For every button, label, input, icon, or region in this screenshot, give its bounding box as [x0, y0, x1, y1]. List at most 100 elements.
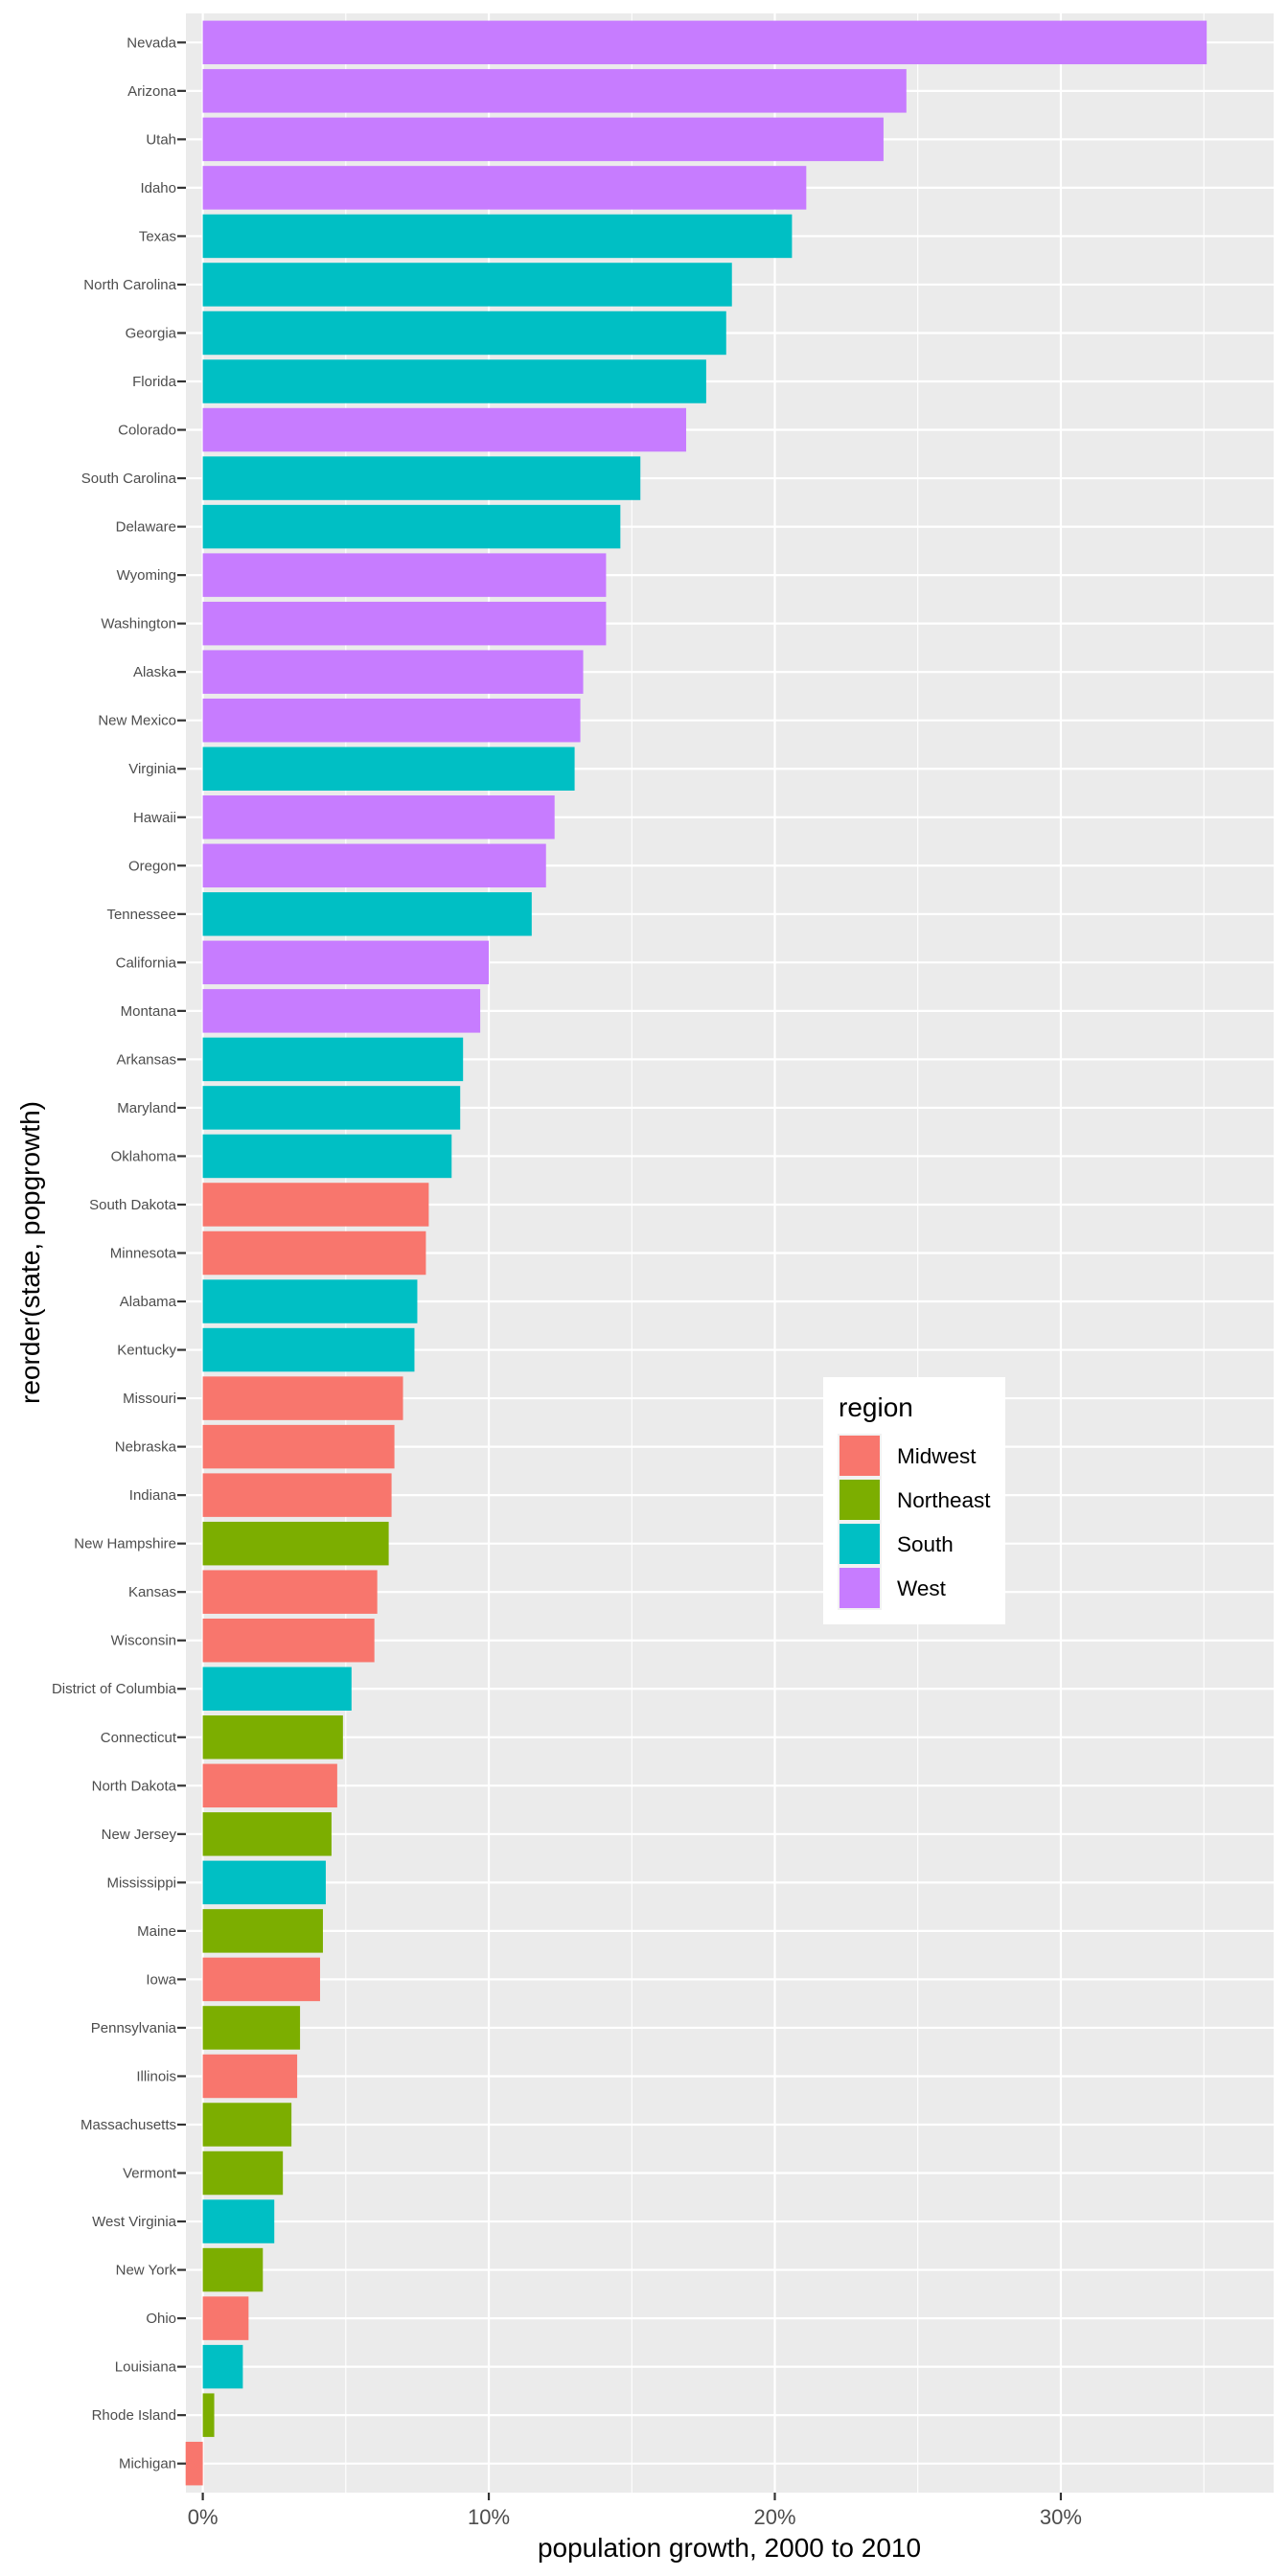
- y-tick-label: Florida: [132, 374, 177, 390]
- y-tick-label: Illinois: [136, 2068, 176, 2084]
- y-tick-label: Nebraska: [115, 1439, 177, 1456]
- x-tick-label: 30%: [1040, 2505, 1082, 2529]
- y-tick-label: South Dakota: [89, 1197, 177, 1213]
- y-tick-label: Ohio: [146, 2311, 176, 2327]
- legend-items: Midwest Northeast South West: [838, 1434, 991, 1610]
- y-tick-label: Nevada: [126, 34, 176, 51]
- y-tick-label: Tennessee: [106, 907, 176, 923]
- bar-california: [202, 940, 490, 985]
- y-tick-label: New Hampshire: [74, 1536, 176, 1552]
- bar-washington: [202, 601, 607, 646]
- bar-indiana: [202, 1473, 392, 1517]
- y-tick-label: New York: [116, 2263, 177, 2279]
- y-tick-label: Utah: [146, 131, 176, 148]
- bar-nevada: [202, 20, 1208, 65]
- y-tick-label: Michigan: [119, 2456, 176, 2472]
- bar-texas: [202, 214, 793, 259]
- bar-new-hampshire: [202, 1521, 389, 1566]
- bar-massachusetts: [202, 2103, 292, 2147]
- bar-rhode-island: [202, 2393, 215, 2437]
- y-tick-label: New Jersey: [102, 1827, 177, 1843]
- bar-pennsylvania: [202, 2006, 301, 2050]
- bar-district-of-columbia: [202, 1667, 352, 1711]
- bar-iowa: [202, 1957, 320, 2002]
- y-tick-label: Alaska: [133, 664, 177, 680]
- y-tick-label: California: [116, 954, 177, 971]
- bar-maine: [202, 1909, 323, 1953]
- bar-mississippi: [202, 1860, 326, 1905]
- y-tick-label: Mississippi: [106, 1874, 176, 1891]
- bar-kansas: [202, 1570, 378, 1614]
- y-tick-label: Maine: [137, 1923, 176, 1940]
- legend-key-midwest: [840, 1436, 880, 1476]
- y-tick-label: District of Columbia: [52, 1681, 177, 1697]
- bar-minnesota: [202, 1230, 426, 1276]
- y-tick-label: Hawaii: [133, 810, 176, 826]
- y-tick-label: West Virginia: [92, 2214, 176, 2230]
- y-tick-label: Connecticut: [101, 1730, 177, 1746]
- bar-wyoming: [202, 553, 607, 597]
- bar-illinois: [202, 2054, 298, 2099]
- bar-nebraska: [202, 1424, 395, 1469]
- bar-north-dakota: [202, 1763, 337, 1808]
- y-tick-label: Wyoming: [117, 567, 176, 584]
- y-tick-label: Indiana: [129, 1487, 177, 1504]
- bar-maryland: [202, 1086, 461, 1130]
- y-tick-label: Minnesota: [110, 1246, 177, 1262]
- bar-hawaii: [202, 795, 555, 840]
- y-tick-label: Alabama: [120, 1294, 177, 1310]
- bar-missouri: [202, 1376, 403, 1420]
- bar-louisiana: [202, 2344, 243, 2389]
- legend-label-south: South: [897, 1532, 954, 1556]
- y-tick-label: Idaho: [140, 180, 176, 196]
- bar-montana: [202, 989, 481, 1033]
- legend: region Midwest Northeast South West: [823, 1377, 1005, 1624]
- y-axis-title: reorder(state, popgrowth): [15, 1101, 45, 1404]
- y-tick-label: Pennsylvania: [91, 2020, 177, 2036]
- y-tick-label: Washington: [101, 616, 176, 632]
- legend-key-west: [840, 1568, 880, 1608]
- bar-north-carolina: [202, 263, 732, 307]
- y-tick-label: Maryland: [117, 1100, 176, 1116]
- y-axis: Nevada Arizona Utah Idaho Texas North Carolin…: [52, 34, 186, 2472]
- x-tick-label: 20%: [753, 2505, 795, 2529]
- y-tick-label: Kentucky: [117, 1343, 176, 1359]
- bars: [185, 20, 1208, 2486]
- y-tick-label: Delaware: [116, 519, 176, 536]
- y-tick-label: Rhode Island: [92, 2407, 176, 2424]
- y-tick-label: Arkansas: [116, 1051, 176, 1068]
- bar-new-jersey: [202, 1812, 332, 1856]
- y-tick-label: Montana: [121, 1003, 177, 1020]
- y-tick-label: Vermont: [123, 2166, 177, 2182]
- bar-delaware: [202, 504, 621, 549]
- y-tick-label: Louisiana: [115, 2359, 177, 2376]
- bar-wisconsin: [202, 1618, 375, 1663]
- bar-west-virginia: [202, 2199, 275, 2243]
- bar-georgia: [202, 310, 726, 356]
- y-tick-label: South Carolina: [81, 471, 177, 487]
- y-tick-label: Texas: [139, 228, 176, 244]
- bar-south-dakota: [202, 1183, 429, 1227]
- bar-new-york: [202, 2247, 264, 2292]
- legend-label-northeast: Northeast: [897, 1488, 991, 1512]
- bar-idaho: [202, 166, 807, 210]
- bar-arizona: [202, 69, 907, 113]
- legend-label-midwest: Midwest: [897, 1444, 977, 1468]
- bar-kentucky: [202, 1327, 415, 1372]
- y-tick-label: Iowa: [146, 1971, 176, 1988]
- y-tick-label: Missouri: [123, 1391, 176, 1407]
- legend-key-south: [840, 1524, 880, 1564]
- bar-connecticut: [202, 1715, 343, 1760]
- legend-title: region: [839, 1392, 913, 1422]
- y-tick-label: Oklahoma: [111, 1148, 177, 1164]
- bar-arkansas: [202, 1037, 464, 1082]
- bar-vermont: [202, 2150, 284, 2196]
- bar-tennessee: [202, 892, 532, 936]
- bar-oklahoma: [202, 1134, 452, 1179]
- bar-utah: [202, 117, 884, 162]
- bar-florida: [202, 359, 706, 403]
- y-tick-label: Oregon: [128, 858, 176, 874]
- y-tick-label: Colorado: [118, 423, 176, 439]
- x-tick-label: 0%: [188, 2505, 218, 2529]
